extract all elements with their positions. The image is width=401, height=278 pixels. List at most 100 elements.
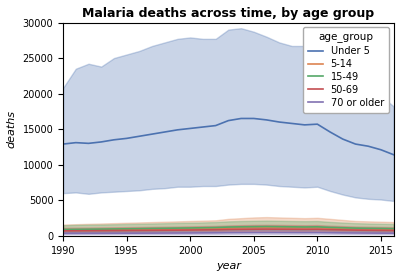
Under 5: [188, 127, 192, 130]
Line: 5-14: 5-14: [63, 227, 394, 230]
15-49: [150, 227, 154, 230]
50-69: [111, 229, 116, 232]
Under 5: [226, 119, 231, 122]
70 or older: [315, 231, 320, 234]
50-69: [99, 229, 103, 232]
15-49: [251, 225, 256, 228]
70 or older: [137, 232, 142, 235]
15-49: [264, 225, 269, 228]
15-49: [213, 226, 218, 229]
15-49: [200, 226, 205, 229]
Under 5: [150, 132, 154, 136]
15-49: [162, 227, 167, 230]
15-49: [315, 225, 320, 229]
15-49: [379, 227, 383, 230]
70 or older: [239, 231, 243, 234]
70 or older: [124, 232, 129, 235]
Under 5: [200, 125, 205, 129]
5-14: [175, 227, 180, 231]
70 or older: [61, 232, 65, 235]
50-69: [239, 228, 243, 231]
70 or older: [86, 232, 91, 235]
15-49: [239, 225, 243, 229]
15-49: [137, 227, 142, 230]
15-49: [226, 225, 231, 229]
70 or older: [213, 231, 218, 234]
Under 5: [340, 137, 345, 141]
70 or older: [391, 232, 396, 235]
50-69: [162, 229, 167, 232]
50-69: [251, 227, 256, 231]
Under 5: [353, 142, 358, 146]
15-49: [353, 227, 358, 230]
70 or older: [277, 231, 282, 234]
70 or older: [111, 232, 116, 235]
70 or older: [251, 231, 256, 234]
70 or older: [340, 231, 345, 235]
5-14: [137, 228, 142, 231]
5-14: [379, 227, 383, 231]
5-14: [124, 228, 129, 231]
Under 5: [175, 128, 180, 131]
Line: 50-69: 50-69: [63, 229, 394, 231]
70 or older: [175, 231, 180, 235]
Under 5: [290, 122, 294, 125]
50-69: [175, 229, 180, 232]
5-14: [340, 227, 345, 230]
15-49: [86, 228, 91, 231]
Under 5: [251, 117, 256, 120]
70 or older: [353, 231, 358, 235]
50-69: [264, 227, 269, 231]
Y-axis label: deaths: deaths: [7, 110, 17, 148]
5-14: [353, 227, 358, 230]
Under 5: [137, 135, 142, 138]
15-49: [124, 227, 129, 230]
5-14: [200, 227, 205, 230]
15-49: [302, 225, 307, 229]
Under 5: [213, 124, 218, 127]
5-14: [99, 228, 103, 232]
5-14: [366, 227, 371, 231]
5-14: [188, 227, 192, 231]
Under 5: [379, 148, 383, 152]
15-49: [290, 225, 294, 229]
15-49: [61, 228, 65, 231]
Under 5: [61, 142, 65, 146]
5-14: [86, 228, 91, 232]
50-69: [340, 228, 345, 232]
Line: 15-49: 15-49: [63, 227, 394, 230]
Line: 70 or older: 70 or older: [63, 232, 394, 233]
50-69: [277, 227, 282, 231]
Under 5: [264, 118, 269, 121]
Under 5: [277, 120, 282, 124]
50-69: [226, 228, 231, 231]
5-14: [226, 227, 231, 230]
70 or older: [150, 232, 154, 235]
50-69: [124, 229, 129, 232]
5-14: [264, 226, 269, 229]
50-69: [391, 229, 396, 232]
50-69: [302, 228, 307, 231]
5-14: [162, 228, 167, 231]
50-69: [315, 228, 320, 231]
50-69: [188, 228, 192, 232]
15-49: [277, 225, 282, 228]
5-14: [315, 226, 320, 229]
5-14: [277, 226, 282, 229]
Under 5: [328, 130, 332, 134]
Under 5: [391, 153, 396, 157]
70 or older: [379, 232, 383, 235]
70 or older: [73, 232, 78, 235]
70 or older: [226, 231, 231, 234]
50-69: [290, 228, 294, 231]
5-14: [213, 227, 218, 230]
15-49: [328, 226, 332, 229]
15-49: [366, 227, 371, 230]
Under 5: [111, 138, 116, 142]
50-69: [150, 229, 154, 232]
X-axis label: year: year: [216, 261, 241, 271]
50-69: [353, 229, 358, 232]
70 or older: [328, 231, 332, 234]
Legend: Under 5, 5-14, 15-49, 50-69, 70 or older: Under 5, 5-14, 15-49, 50-69, 70 or older: [304, 27, 389, 113]
Under 5: [366, 145, 371, 148]
